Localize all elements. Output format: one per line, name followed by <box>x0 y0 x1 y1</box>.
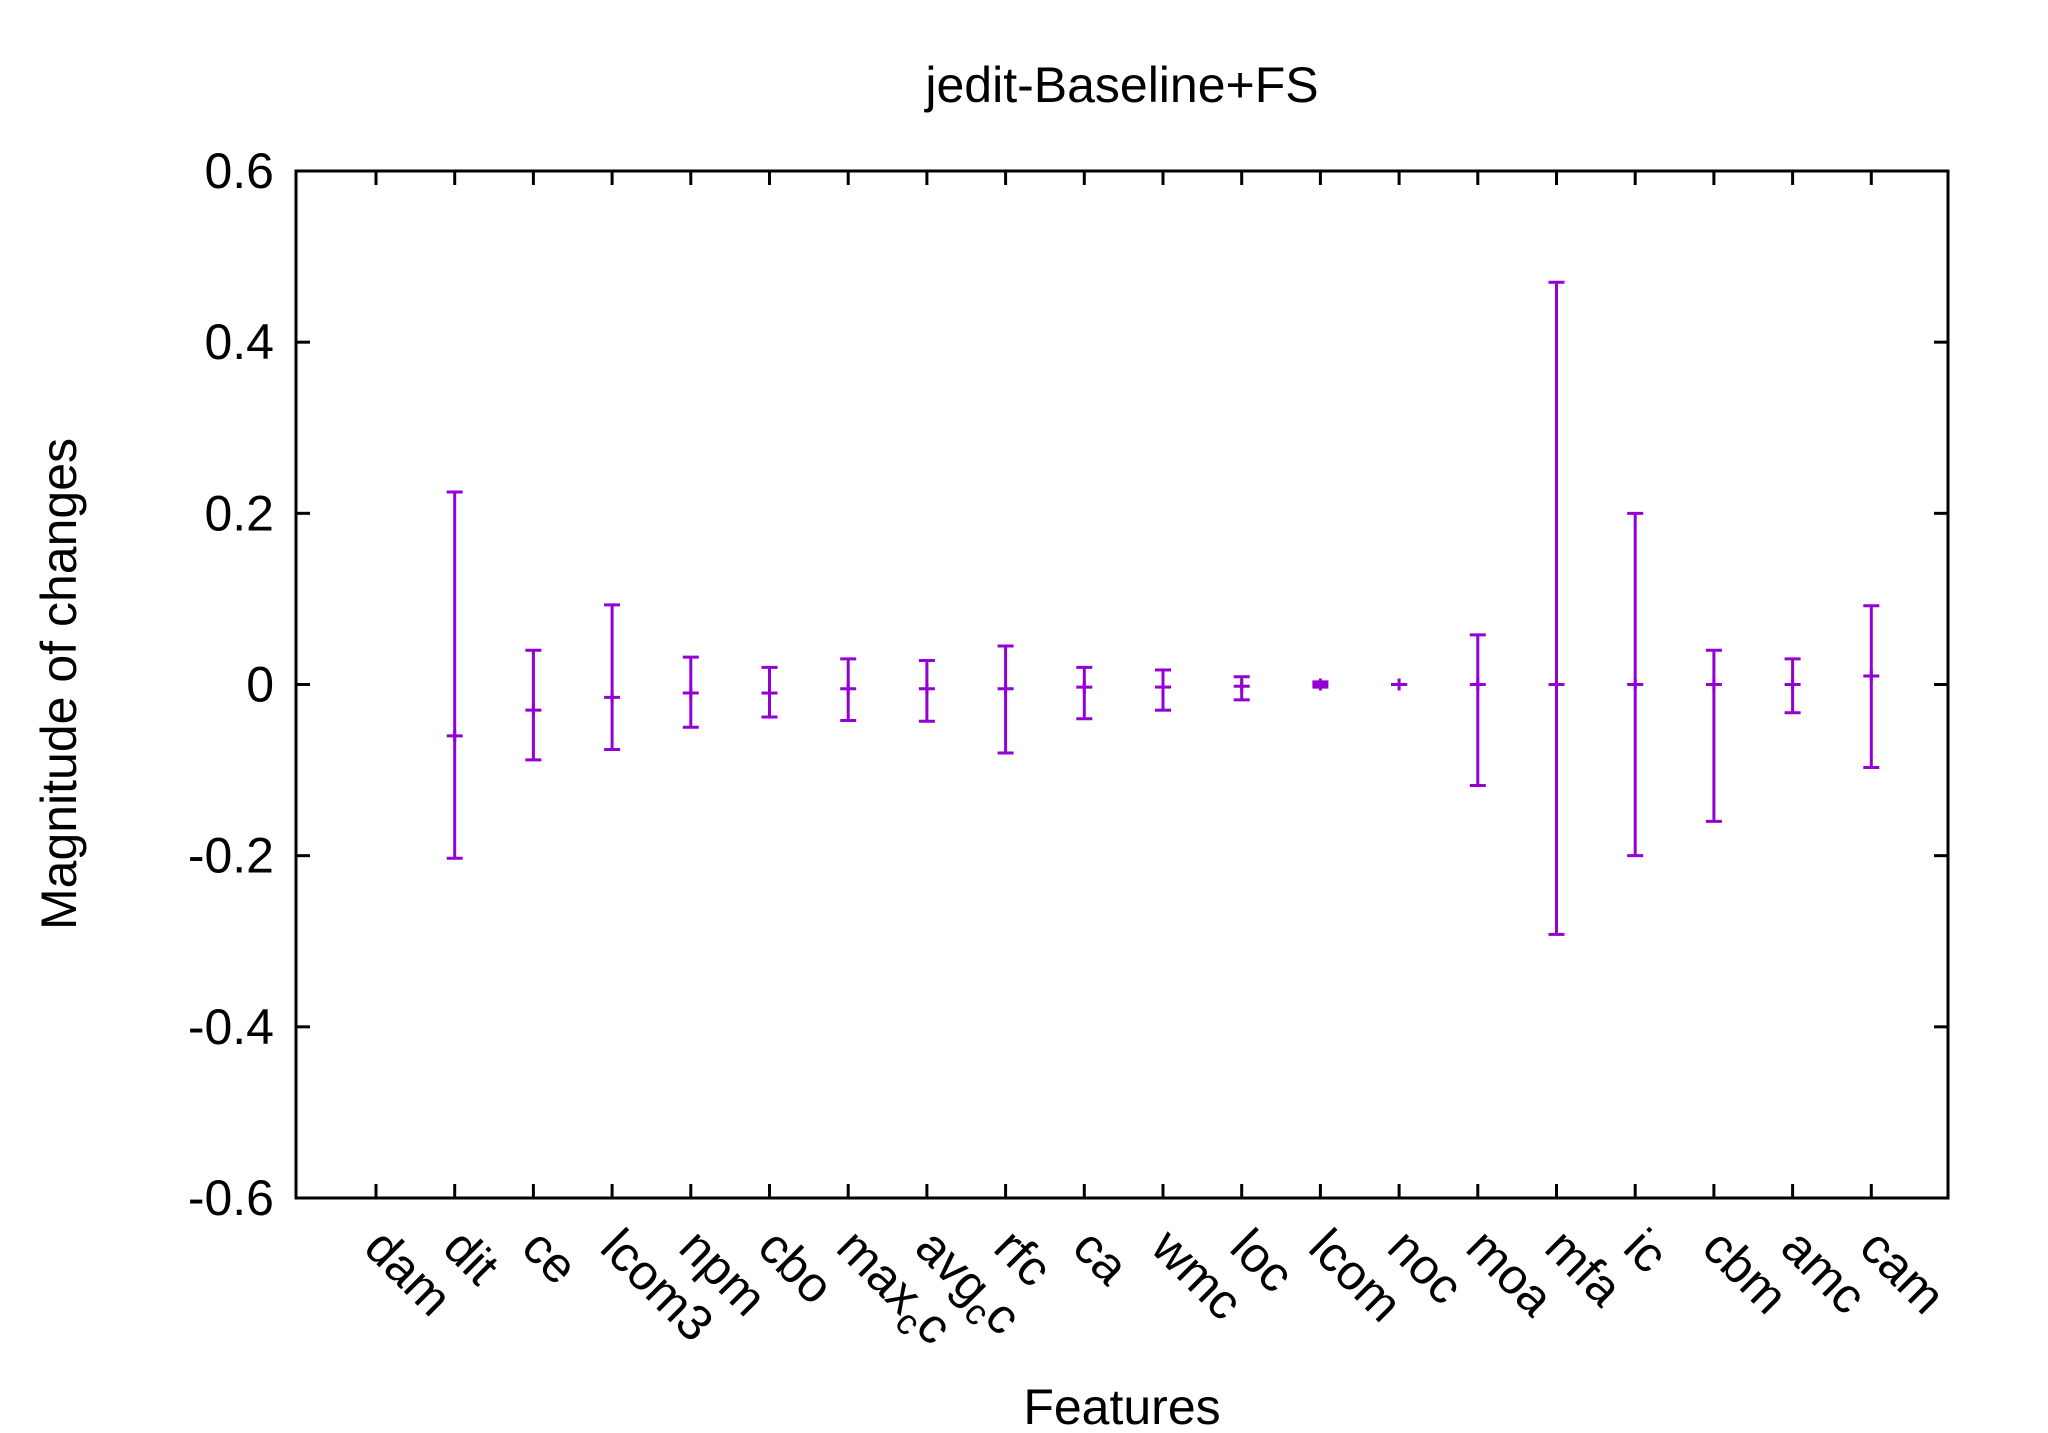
x-tick-label-moa: moa <box>1456 1218 1565 1327</box>
error-bar-amc <box>1784 657 1801 715</box>
x-tick-label-ce: ce <box>512 1218 589 1295</box>
error-bars <box>446 280 1880 936</box>
y-tick-label: 0.6 <box>204 143 274 199</box>
y-tick-label: -0.4 <box>188 999 274 1055</box>
x-tick-label-mfa: mfa <box>1535 1218 1634 1317</box>
error-bar-rfc <box>997 644 1014 755</box>
error-bar-lcom <box>1312 678 1329 691</box>
y-axis-label: Magnitude of changes <box>31 438 87 930</box>
error-bar-max_cc <box>840 657 857 722</box>
x-axis-ticks <box>374 171 1873 1198</box>
y-tick-label: -0.6 <box>188 1170 274 1226</box>
error-bar-ic <box>1627 511 1644 858</box>
error-bar-noc <box>1391 678 1408 691</box>
x-tick-label-cam: cam <box>1850 1218 1956 1324</box>
x-axis-label: Features <box>1023 1379 1220 1433</box>
error-bar-mfa <box>1548 280 1565 936</box>
x-tick-label-ca: ca <box>1063 1218 1140 1295</box>
x-tick-label-dam: dam <box>354 1218 462 1326</box>
error-bar-ca <box>1076 665 1093 721</box>
x-tick-label-rfc: rfc <box>984 1218 1063 1297</box>
y-tick-label: 0 <box>246 657 274 713</box>
error-bar-cam <box>1863 604 1880 770</box>
x-tick-label-cbm: cbm <box>1692 1218 1798 1324</box>
error-bar-ce <box>525 648 542 762</box>
error-bar-npm <box>682 655 699 729</box>
error-bar-moa <box>1469 633 1486 787</box>
error-bar-lcom3 <box>604 603 621 752</box>
error-bar-wmc <box>1155 668 1171 712</box>
error-bar-avg_cc <box>918 659 935 723</box>
error-bar-loc <box>1233 675 1250 702</box>
error-bar-cbm <box>1705 648 1722 823</box>
y-tick-label: 0.2 <box>204 485 274 541</box>
y-axis-ticks: 0.6 0.4 0.2 0 -0.2 -0.4 -0.6 <box>188 143 1948 1226</box>
plot-frame <box>294 169 1950 1200</box>
y-tick-label: -0.2 <box>188 828 274 884</box>
error-bar-dit <box>446 490 463 860</box>
y-tick-label: 0.4 <box>204 314 274 370</box>
chart-title: jedit-Baseline+FS <box>923 57 1318 113</box>
x-tick-label-amc: amc <box>1771 1218 1877 1324</box>
error-bar-cbo <box>761 665 778 719</box>
